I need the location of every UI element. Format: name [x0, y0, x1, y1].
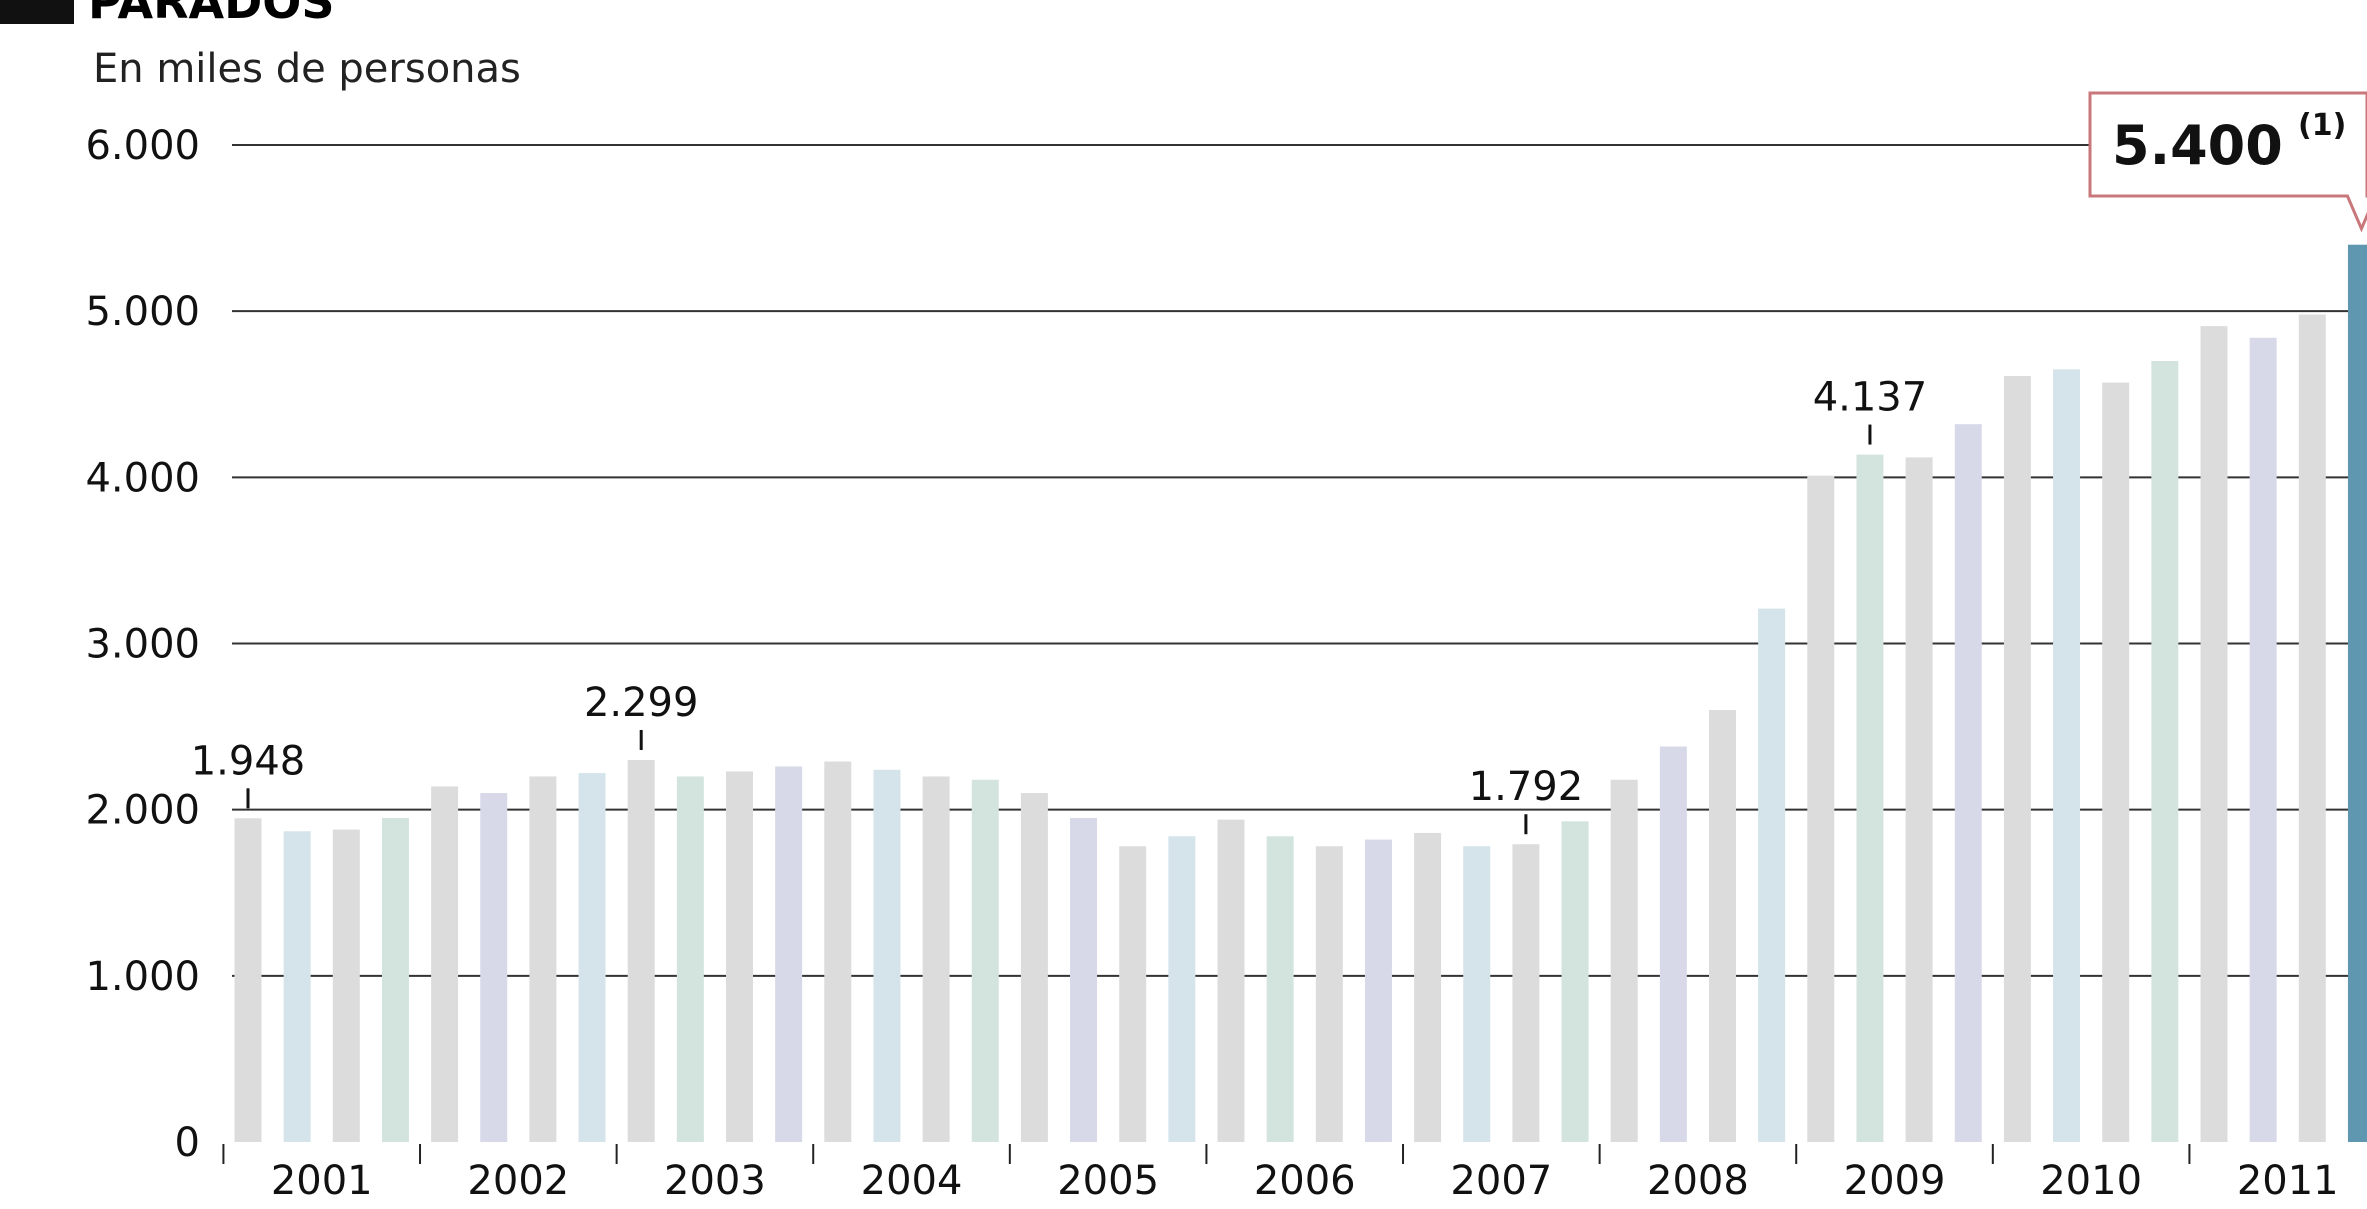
bar: [2003, 375, 2031, 1142]
bar: [1856, 454, 1884, 1143]
bar: [234, 818, 262, 1142]
bar: [1561, 821, 1589, 1142]
x-tick-label: 2001: [271, 1158, 373, 1204]
bar: [1070, 817, 1098, 1142]
x-tick-label: 2003: [664, 1158, 766, 1204]
bar: [1020, 793, 1048, 1142]
annotations: 1.948 2.299 1.792 4.137: [191, 375, 1927, 835]
bar: [2200, 326, 2228, 1142]
bar: [381, 817, 409, 1142]
bar: [2298, 314, 2326, 1142]
bar: [971, 779, 999, 1142]
bar: [529, 776, 557, 1142]
x-tick-label: 2004: [861, 1158, 963, 1204]
annotation-label: 1.948: [191, 738, 306, 784]
bar: [1315, 846, 1343, 1142]
bar: [824, 761, 852, 1142]
bar: [578, 773, 606, 1142]
x-tick-label: 2011: [2237, 1158, 2339, 1204]
bar: [1659, 746, 1687, 1142]
bar: [775, 766, 803, 1142]
bar: [2102, 382, 2130, 1142]
bar: [1954, 424, 1982, 1142]
y-tick-label: 3.000: [85, 622, 200, 668]
chart-subtitle: En miles de personas: [93, 46, 521, 92]
bar: [2053, 369, 2081, 1142]
y-tick-label: 1.000: [85, 954, 200, 1000]
bar: [1512, 844, 1540, 1142]
annotation-label: 2.299: [584, 680, 699, 726]
bar: [873, 769, 901, 1142]
bar: [726, 771, 753, 1142]
bar: [332, 829, 360, 1142]
callout: 5.400 (1): [2088, 91, 2367, 233]
bar: [1217, 819, 1245, 1142]
callout-box: [2088, 91, 2367, 233]
callout-value: 5.400: [2112, 114, 2283, 177]
y-axis-ticks: 0 1.000 2.000 3.000 4.000 5.000 6.000: [85, 123, 200, 1166]
x-tick-label: 2006: [1254, 1158, 1356, 1204]
bar: [627, 759, 655, 1142]
x-tick-label: 2009: [1844, 1158, 1946, 1204]
bar: [1119, 846, 1147, 1142]
y-tick-label: 4.000: [85, 455, 200, 501]
x-tick-label: 2007: [1450, 1158, 1552, 1204]
bar: [1807, 475, 1835, 1143]
bars: [234, 244, 2367, 1143]
bar: [1610, 779, 1638, 1142]
x-axis: 2001 2002 2003 2004 2005 2006 2007 2008 2009 2010…: [222, 1144, 2339, 1204]
bar: [283, 831, 311, 1142]
y-tick-label: 5.000: [85, 289, 200, 335]
bar: [1758, 608, 1786, 1142]
bar: [1266, 836, 1294, 1142]
bar: [2151, 361, 2179, 1142]
bar: [2249, 337, 2277, 1143]
x-tick-label: 2008: [1647, 1158, 1749, 1204]
bar: [1709, 709, 1736, 1142]
bar: [2347, 244, 2367, 1142]
bar: [431, 786, 459, 1142]
bar: [922, 776, 950, 1142]
bar: [1463, 846, 1491, 1142]
x-tick-label: 2010: [2040, 1158, 2142, 1204]
bar: [676, 776, 704, 1142]
chart-title: PARADOS: [88, 0, 335, 29]
y-tick-label: 2.000: [85, 788, 200, 834]
bar: [1905, 457, 1933, 1143]
callout-note: (1): [2298, 108, 2346, 143]
annotation-label: 1.792: [1469, 764, 1584, 810]
y-tick-label: 0: [175, 1120, 200, 1166]
bar: [1364, 839, 1392, 1142]
x-tick-label: 2005: [1057, 1158, 1159, 1204]
x-tick-label: 2002: [467, 1158, 569, 1204]
y-tick-label: 6.000: [85, 123, 200, 169]
bar: [480, 793, 508, 1142]
annotation-label: 4.137: [1813, 375, 1928, 421]
title-marker: [0, 0, 74, 24]
bar: [1168, 836, 1196, 1142]
bar: [1414, 832, 1442, 1142]
